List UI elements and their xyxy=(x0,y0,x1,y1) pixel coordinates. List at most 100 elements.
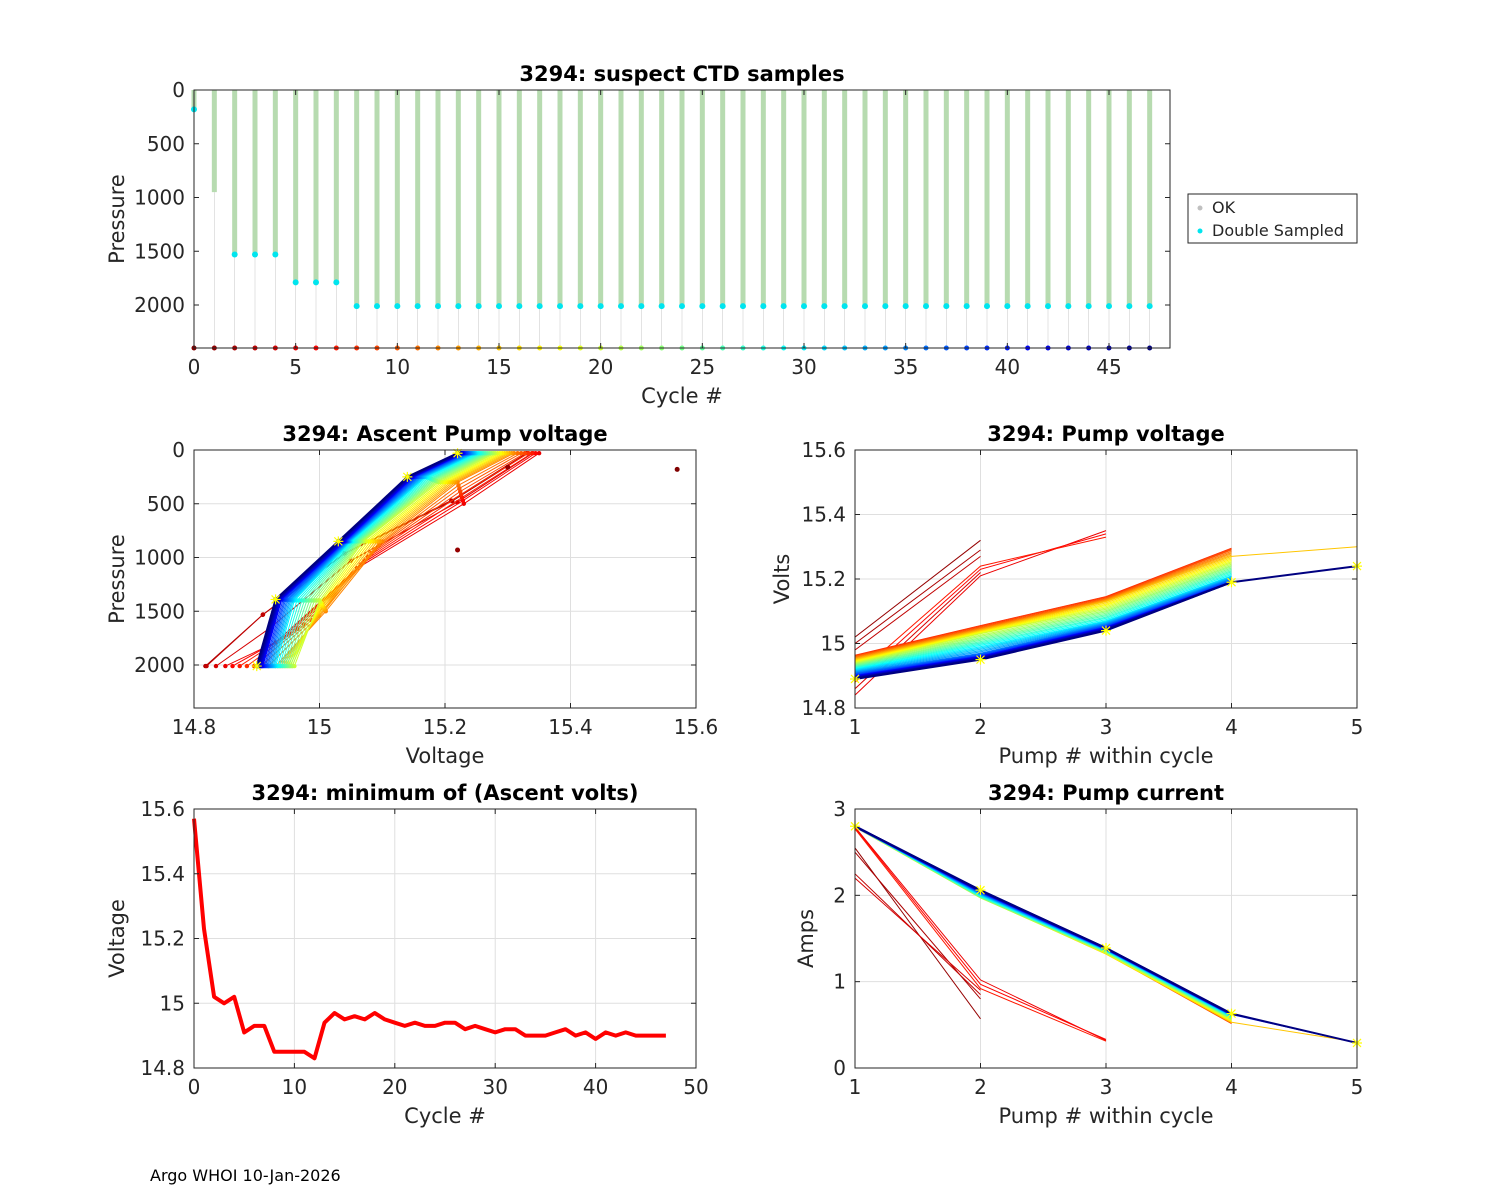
y-axis-label: Amps xyxy=(794,909,818,968)
double-sampled-point xyxy=(1085,303,1092,310)
panel-pump-voltage: 1 2 3 4 5 14.8 15 15.2 15.4 15.6 3294: Pump voltag… xyxy=(770,422,1363,768)
legend-label: Double Sampled xyxy=(1212,221,1344,240)
ascent-voltage-point xyxy=(515,451,520,456)
double-sampled-point xyxy=(902,303,909,310)
x-tick-label: 15.2 xyxy=(423,715,468,739)
double-sampled-point xyxy=(435,303,441,310)
x-tick-label: 10 xyxy=(282,1075,307,1099)
double-sampled-point xyxy=(760,303,767,310)
ascent-voltage-point xyxy=(536,451,542,456)
x-tick-label: 35 xyxy=(893,355,918,379)
chart-title: 3294: Pump current xyxy=(988,781,1224,805)
x-tick-label: 4 xyxy=(1225,1075,1238,1099)
x-tick-label: 30 xyxy=(791,355,816,379)
latest-cycle-marker xyxy=(975,885,986,896)
double-sampled-point xyxy=(1045,303,1051,310)
y-tick-label: 15.4 xyxy=(140,862,185,886)
x-tick-label: 20 xyxy=(382,1075,407,1099)
pump-series-line xyxy=(1231,546,1358,557)
plot-frame xyxy=(193,89,1171,349)
pump-series-line xyxy=(854,575,1232,671)
chart-title: 3294: Pump voltage xyxy=(987,422,1225,446)
double-sampled-point xyxy=(1024,303,1031,310)
pump-series-line xyxy=(854,557,1232,661)
double-sampled-point xyxy=(1126,303,1133,310)
latest-cycle-marker xyxy=(251,661,262,672)
x-tick-label: 40 xyxy=(995,355,1020,379)
y-tick-label: 1500 xyxy=(134,599,185,623)
x-tick-label: 15 xyxy=(486,355,511,379)
ascent-voltage-point xyxy=(223,663,228,669)
double-sampled-point xyxy=(252,251,258,258)
double-sampled-point xyxy=(821,303,828,310)
pump-series-line xyxy=(854,825,1232,1015)
latest-cycle-marker xyxy=(402,471,413,482)
y-tick-label: 15 xyxy=(160,991,185,1015)
double-sampled-point xyxy=(1106,303,1112,310)
x-tick-label: 40 xyxy=(583,1075,608,1099)
ascent-voltage-point xyxy=(522,451,527,456)
double-sampled-point xyxy=(699,303,706,310)
ascent-voltage-point xyxy=(204,663,209,669)
minimum-voltage-line xyxy=(192,818,666,1061)
x-tick-label: 5 xyxy=(289,355,302,379)
y-tick-label: 15.2 xyxy=(140,927,185,951)
ascent-voltage-point xyxy=(505,464,511,470)
ascent-voltage-point xyxy=(526,451,531,456)
y-axis-label: Pressure xyxy=(105,534,129,624)
y-tick-label: 0 xyxy=(833,1056,846,1080)
y-tick-label: 2000 xyxy=(134,293,185,317)
x-tick-label: 30 xyxy=(482,1075,507,1099)
x-tick-label: 4 xyxy=(1225,715,1238,739)
x-axis-label: Pump # within cycle xyxy=(999,1104,1214,1128)
double-sampled-point xyxy=(313,279,319,286)
pump-series-line xyxy=(854,548,1232,657)
y-tick-label: 1 xyxy=(833,970,846,994)
x-tick-label: 50 xyxy=(683,1075,708,1099)
pump-series-line xyxy=(854,570,1232,668)
double-sampled-point xyxy=(984,303,990,310)
pump-series-line xyxy=(854,550,1232,658)
legend-box xyxy=(1187,193,1358,244)
legend-label: OK xyxy=(1212,198,1236,217)
double-sampled-point xyxy=(536,303,543,310)
x-axis-label: Pump # within cycle xyxy=(999,744,1214,768)
pump-series-line xyxy=(854,549,981,644)
double-sampled-point xyxy=(455,303,462,310)
double-sampled-point xyxy=(780,303,787,310)
legend-marker xyxy=(1197,228,1203,234)
latest-cycle-marker xyxy=(1226,577,1237,588)
double-sampled-point xyxy=(231,251,238,258)
chart-title: 3294: Ascent Pump voltage xyxy=(282,422,607,446)
y-tick-label: 15.2 xyxy=(801,567,846,591)
pump-series-line xyxy=(854,552,1232,659)
x-tick-label: 5 xyxy=(1351,715,1364,739)
double-sampled-point xyxy=(597,303,604,310)
latest-cycle-marker xyxy=(333,536,344,547)
x-tick-label: 3 xyxy=(1100,715,1113,739)
pump-series-line xyxy=(854,576,1232,672)
x-axis-label: Cycle # xyxy=(404,1104,486,1128)
latest-cycle-marker xyxy=(1101,942,1111,953)
double-sampled-point xyxy=(618,303,624,310)
x-tick-label: 15 xyxy=(307,715,332,739)
y-tick-label: 15.6 xyxy=(140,797,185,821)
double-sampled-point xyxy=(496,303,502,310)
ascent-voltage-point xyxy=(244,663,250,669)
double-sampled-point xyxy=(638,303,645,310)
pump-series-line xyxy=(1231,1012,1358,1044)
y-tick-label: 500 xyxy=(147,492,185,516)
pump-series-line xyxy=(854,577,1232,672)
x-tick-label: 15.6 xyxy=(674,715,719,739)
ascent-voltage-point xyxy=(533,451,538,456)
latest-cycle-marker xyxy=(452,448,463,459)
x-tick-label: 14.8 xyxy=(172,715,217,739)
double-sampled-point xyxy=(882,303,889,310)
y-tick-label: 15 xyxy=(821,632,846,656)
x-tick-label: 2 xyxy=(974,1075,987,1099)
pump-series-line xyxy=(854,580,1232,675)
panel-minimum-ascent-volts: 0 10 20 30 40 50 14.8 15 15.2 15.4 15.6 3294: minim… xyxy=(105,781,709,1128)
double-sampled-point xyxy=(740,303,746,310)
pump-series-line xyxy=(854,554,1232,660)
